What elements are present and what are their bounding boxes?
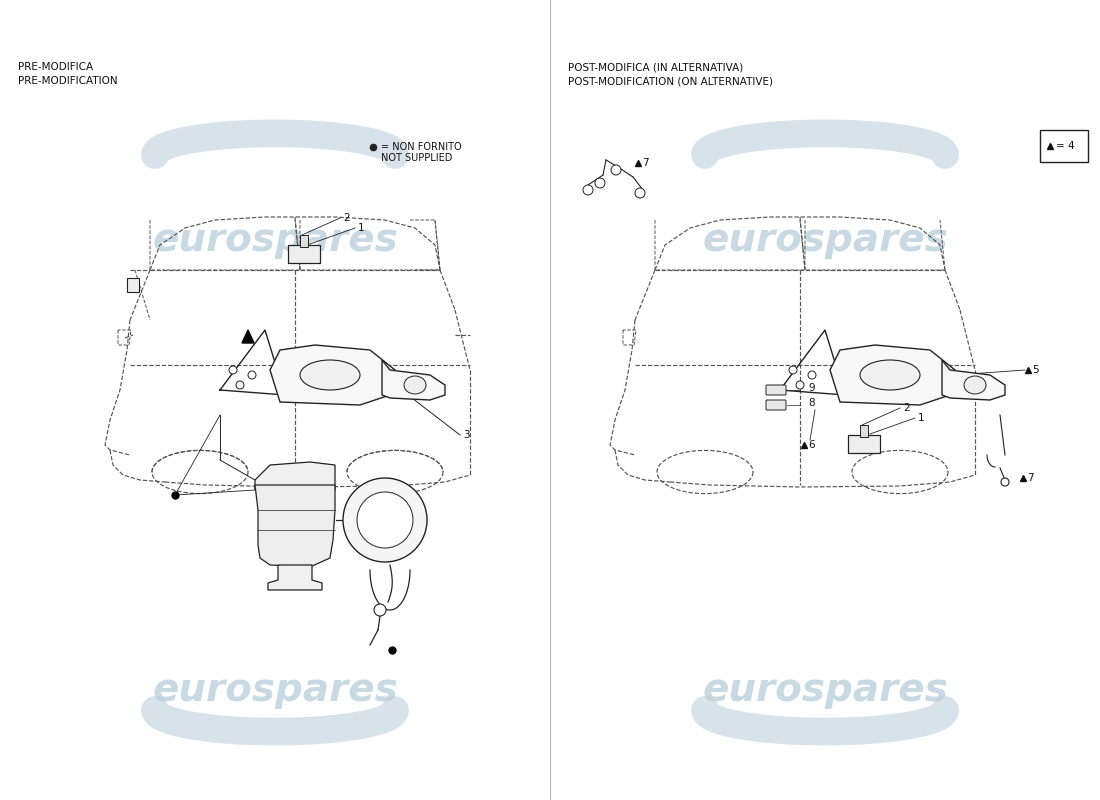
Ellipse shape [404,376,426,394]
Text: eurospares: eurospares [702,671,948,709]
Ellipse shape [964,376,986,394]
Circle shape [343,478,427,562]
Circle shape [595,178,605,188]
Text: 2: 2 [343,213,350,223]
Text: eurospares: eurospares [702,221,948,259]
Text: = 4: = 4 [1056,141,1075,151]
Polygon shape [255,485,336,567]
Text: eurospares: eurospares [152,671,398,709]
Text: 3: 3 [463,430,470,440]
Circle shape [236,381,244,389]
Circle shape [374,604,386,616]
Polygon shape [382,360,446,400]
Circle shape [808,371,816,379]
Text: NOT SUPPLIED: NOT SUPPLIED [381,153,452,163]
Polygon shape [830,345,955,405]
Text: 8: 8 [808,398,815,408]
Circle shape [789,366,797,374]
Ellipse shape [300,360,360,390]
Text: 7: 7 [1027,473,1034,483]
Polygon shape [942,360,1005,400]
Bar [288,245,320,263]
Ellipse shape [860,360,920,390]
Circle shape [610,165,621,175]
Circle shape [248,371,256,379]
Bar [1040,130,1088,162]
Bar [126,278,139,292]
Text: POST-MODIFICA (IN ALTERNATIVA): POST-MODIFICA (IN ALTERNATIVA) [568,62,744,72]
Bar [300,235,308,247]
Text: 1: 1 [918,413,925,423]
Polygon shape [268,565,322,590]
Text: PRE-MODIFICA: PRE-MODIFICA [18,62,94,72]
Polygon shape [270,345,395,405]
FancyBboxPatch shape [766,400,786,410]
Text: 6: 6 [808,440,815,450]
Text: eurospares: eurospares [152,221,398,259]
Polygon shape [242,330,254,343]
Text: 1: 1 [358,223,364,233]
Text: 9: 9 [808,383,815,393]
Text: POST-MODIFICATION (ON ALTERNATIVE): POST-MODIFICATION (ON ALTERNATIVE) [568,76,773,86]
Text: = NON FORNITO: = NON FORNITO [381,142,462,152]
Text: 7: 7 [642,158,649,168]
Circle shape [796,381,804,389]
Circle shape [583,185,593,195]
Bar [848,435,880,453]
FancyBboxPatch shape [766,385,786,395]
Circle shape [1001,478,1009,486]
Text: PRE-MODIFICATION: PRE-MODIFICATION [18,76,118,86]
Circle shape [358,492,412,548]
Text: 5: 5 [1032,365,1038,375]
Text: 2: 2 [903,403,910,413]
Circle shape [229,366,236,374]
Bar [860,425,868,437]
Circle shape [635,188,645,198]
Polygon shape [255,462,336,495]
